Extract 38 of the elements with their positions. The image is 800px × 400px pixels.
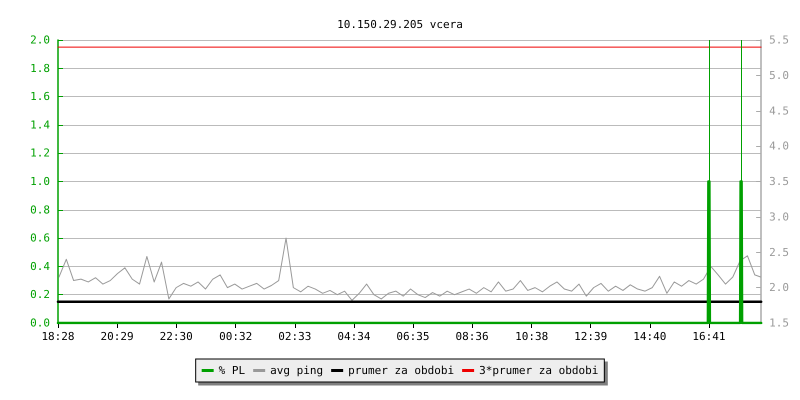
legend-label: 3*prumer za obdobi	[479, 364, 598, 377]
legend-label: % PL	[218, 364, 246, 377]
x-tick-label: 08:36	[456, 330, 489, 343]
y-tick-label: 0.8	[30, 203, 50, 216]
y2-tick-label: 2.5	[769, 246, 790, 259]
y2-tick-label: 4.0	[769, 140, 790, 153]
x-tick-label: 16:41	[692, 330, 726, 343]
x-tick-label: 00:32	[219, 330, 252, 343]
x-tick-label: 20:29	[100, 330, 134, 343]
x-tick-label: 12:39	[574, 330, 608, 343]
line-series	[58, 238, 762, 301]
y-tick-label: 2.0	[30, 34, 50, 46]
x-tick-label: 04:34	[337, 330, 371, 343]
x-tick-label: 02:33	[278, 330, 312, 343]
x-tick-label: 14:40	[633, 330, 666, 343]
y-tick-label: 1.4	[30, 118, 50, 132]
legend-label: avg ping	[270, 364, 324, 377]
y-tick-label: 1.2	[30, 146, 50, 160]
y2-tick-label: 3.5	[769, 175, 790, 188]
y-tick-label: 0.0	[30, 316, 50, 330]
y-tick-label: 1.8	[30, 62, 50, 75]
y2-tick-label: 3.0	[769, 210, 790, 224]
y-tick-label: 0.6	[30, 232, 50, 245]
x-tick-label: 06:35	[396, 330, 430, 343]
y2-tick-label: 4.5	[769, 104, 790, 118]
legend-label: prumer za obdobi	[348, 364, 454, 377]
y2-tick-label: 5.5	[769, 34, 790, 46]
y-tick-label: 0.2	[30, 288, 50, 302]
x-tick-label: 22:30	[160, 330, 193, 343]
chart-title: 10.150.29.205 vcera	[337, 18, 463, 31]
y2-tick-label: 2.0	[769, 281, 790, 294]
y-tick-label: 1.6	[30, 90, 50, 104]
y-tick-label: 1.0	[30, 175, 50, 188]
y-tick-label: 0.4	[30, 260, 50, 273]
x-tick-label: 10:38	[515, 330, 548, 343]
y2-tick-label: 1.5	[769, 316, 790, 330]
x-tick-label: 18:28	[41, 330, 75, 343]
y2-tick-label: 5.0	[769, 68, 790, 82]
